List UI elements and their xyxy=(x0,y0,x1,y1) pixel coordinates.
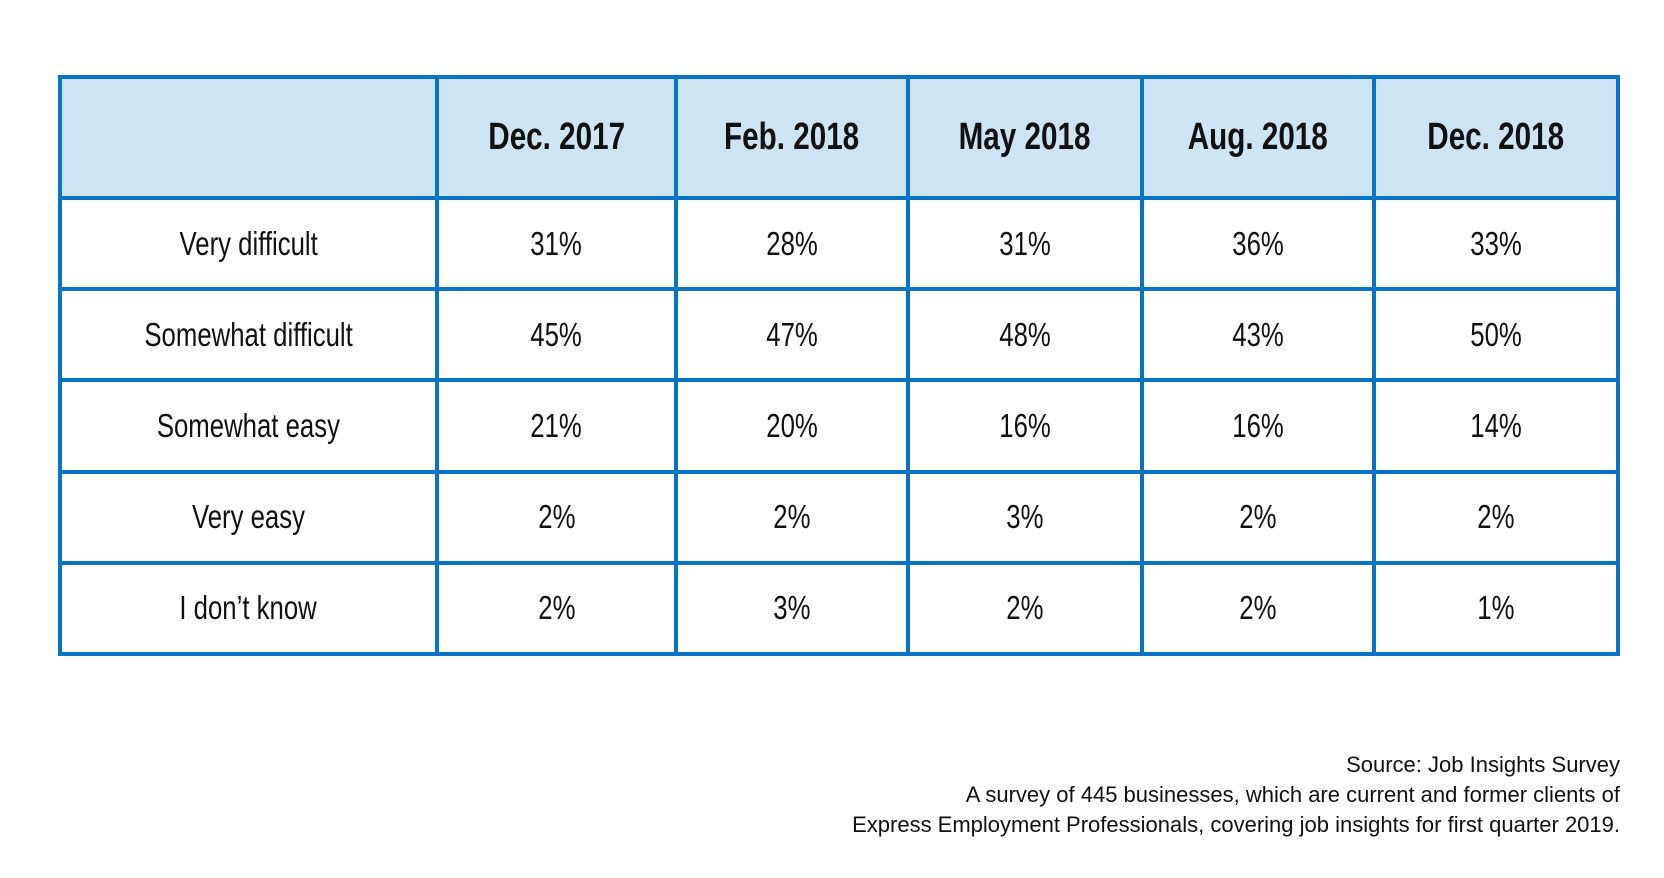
table-row: Somewhat easy 21% 20% 16% 16% 14% xyxy=(58,378,1620,474)
column-header: Aug. 2018 xyxy=(1140,75,1376,200)
value-cell: 2% xyxy=(906,560,1144,657)
value-cell-text: 2% xyxy=(1006,589,1044,627)
value-cell-text: 1% xyxy=(1477,589,1515,627)
column-header: Dec. 2018 xyxy=(1372,75,1620,200)
value-cell-text: 3% xyxy=(1006,498,1044,536)
value-cell-text: 16% xyxy=(1232,406,1284,444)
row-label-text: I don’t know xyxy=(179,589,318,627)
value-cell-text: 2% xyxy=(1239,589,1277,627)
value-cell: 48% xyxy=(906,287,1144,383)
value-cell-text: 2% xyxy=(537,498,576,536)
table-row: Very difficult 31% 28% 31% 36% 33% xyxy=(58,195,1620,292)
value-cell: 2% xyxy=(674,469,910,565)
value-cell-text: 2% xyxy=(1477,498,1515,536)
value-cell: 3% xyxy=(674,560,910,657)
value-cell: 2% xyxy=(435,469,678,565)
footnote: Source: Job Insights Survey A survey of … xyxy=(852,750,1620,840)
value-cell: 50% xyxy=(1372,287,1620,383)
row-label: Somewhat easy xyxy=(58,378,439,474)
value-cell: 2% xyxy=(435,560,678,657)
value-cell-text: 2% xyxy=(1239,498,1277,536)
value-cell: 47% xyxy=(674,287,910,383)
source-line: Source: Job Insights Survey xyxy=(1346,752,1620,777)
value-cell: 31% xyxy=(435,195,678,292)
value-cell: 20% xyxy=(674,378,910,474)
value-cell-text: 28% xyxy=(766,224,818,262)
row-label: Very difficult xyxy=(58,195,439,292)
value-cell-text: 16% xyxy=(999,406,1051,444)
column-header-label: Dec. 2018 xyxy=(1427,116,1565,158)
value-cell: 3% xyxy=(906,469,1144,565)
row-label-text: Somewhat easy xyxy=(156,406,341,444)
column-header-label: Aug. 2018 xyxy=(1187,116,1329,158)
column-header: Feb. 2018 xyxy=(674,75,910,200)
row-label: I don’t know xyxy=(58,560,439,657)
value-cell-text: 3% xyxy=(773,589,811,627)
value-cell-text: 20% xyxy=(766,406,818,444)
value-cell: 2% xyxy=(1140,560,1376,657)
value-cell-text: 2% xyxy=(773,498,811,536)
footnote-line: Express Employment Professionals, coveri… xyxy=(852,812,1620,837)
table-row: Very easy 2% 2% 3% 2% 2% xyxy=(58,469,1620,565)
value-cell-text: 43% xyxy=(1232,315,1284,353)
value-cell-text: 50% xyxy=(1470,315,1522,353)
value-cell-text: 47% xyxy=(766,315,818,353)
header-corner-cell xyxy=(58,75,439,200)
value-cell: 33% xyxy=(1372,195,1620,292)
row-label-text: Very difficult xyxy=(179,224,318,262)
value-cell-text: 14% xyxy=(1470,406,1522,444)
value-cell-text: 21% xyxy=(530,406,583,444)
value-cell: 31% xyxy=(906,195,1144,292)
footnote-line: A survey of 445 businesses, which are cu… xyxy=(965,782,1620,807)
value-cell: 16% xyxy=(1140,378,1376,474)
column-header-label: May 2018 xyxy=(959,116,1091,158)
value-cell: 45% xyxy=(435,287,678,383)
header-row: Dec. 2017 Feb. 2018 May 2018 Aug. 2018 Dec. … xyxy=(58,75,1620,200)
value-cell: 14% xyxy=(1372,378,1620,474)
value-cell-text: 45% xyxy=(530,315,583,353)
value-cell-text: 31% xyxy=(999,224,1051,262)
value-cell: 43% xyxy=(1140,287,1376,383)
row-label-text: Somewhat difficult xyxy=(144,315,353,353)
row-label: Somewhat difficult xyxy=(58,287,439,383)
value-cell: 2% xyxy=(1140,469,1376,565)
value-cell-text: 36% xyxy=(1232,224,1284,262)
value-cell: 28% xyxy=(674,195,910,292)
row-label: Very easy xyxy=(58,469,439,565)
value-cell-text: 48% xyxy=(999,315,1051,353)
survey-table: Dec. 2017 Feb. 2018 May 2018 Aug. 2018 Dec. … xyxy=(58,75,1620,657)
column-header-label: Feb. 2018 xyxy=(724,116,860,158)
row-label-text: Very easy xyxy=(191,498,306,536)
value-cell-text: 33% xyxy=(1470,224,1522,262)
value-cell-text: 2% xyxy=(537,589,576,627)
value-cell: 21% xyxy=(435,378,678,474)
value-cell-text: 31% xyxy=(530,224,583,262)
value-cell: 36% xyxy=(1140,195,1376,292)
column-header-label: Dec. 2017 xyxy=(488,116,625,158)
value-cell: 1% xyxy=(1372,560,1620,657)
table-row: I don’t know 2% 3% 2% 2% 1% xyxy=(58,560,1620,657)
table-row: Somewhat difficult 45% 47% 48% 43% 50% xyxy=(58,287,1620,383)
value-cell: 2% xyxy=(1372,469,1620,565)
column-header: Dec. 2017 xyxy=(435,75,678,200)
column-header: May 2018 xyxy=(906,75,1144,200)
value-cell: 16% xyxy=(906,378,1144,474)
